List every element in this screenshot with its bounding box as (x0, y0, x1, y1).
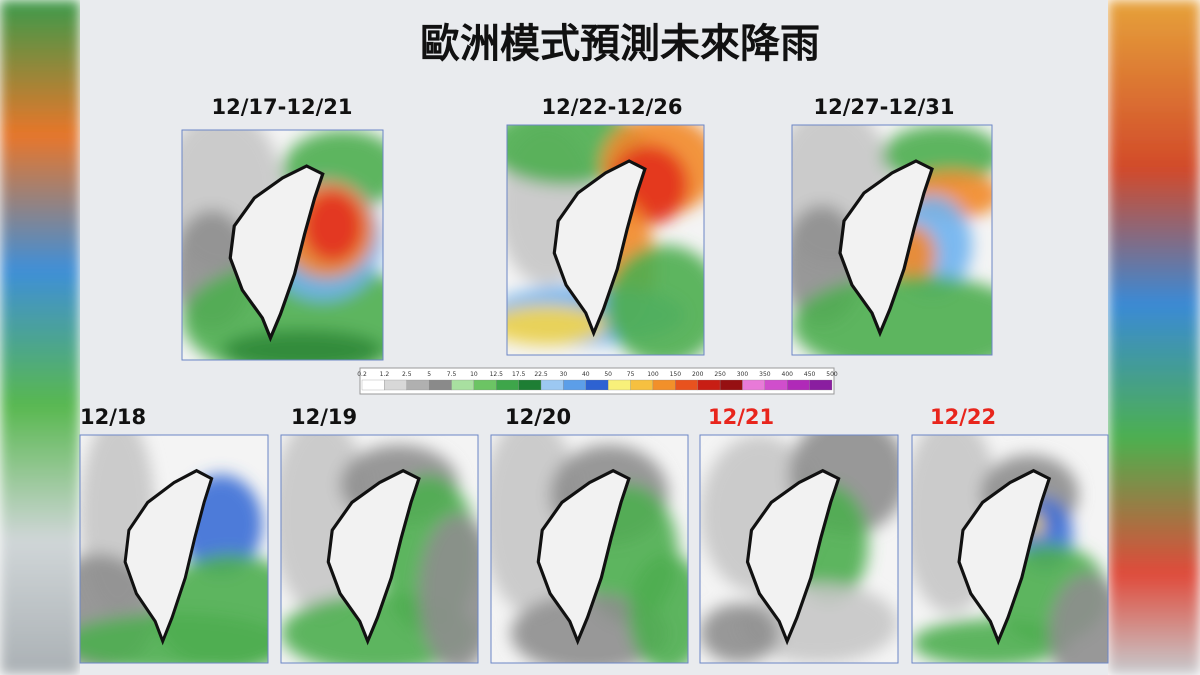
period-label: 12/22-12/26 (542, 95, 683, 119)
labels: 12/17-12/21 12/22-12/26 12/27-12/31 12/18 12… (80, 95, 996, 429)
map-frame (700, 435, 898, 663)
legend-tick: 100 (647, 371, 659, 378)
legend-swatch (451, 379, 475, 391)
map-frame (792, 125, 992, 355)
legend-swatch (809, 379, 833, 391)
legend-tick: 500 (826, 371, 838, 378)
map-frame (491, 435, 688, 663)
map-frame (182, 130, 383, 360)
legend-tick: 22.5 (534, 371, 548, 378)
rain-map (902, 415, 1127, 675)
legend-swatch (518, 379, 542, 391)
map-frame (80, 435, 268, 663)
legend-tick: 5 (427, 371, 431, 378)
legend-swatch (473, 379, 497, 391)
rain-map (772, 105, 1032, 375)
rain-blob (507, 305, 606, 345)
color-legend: 0.2 1.2 2.5 5 7.5 10 12.5 17.5 22.5 30 40 50 75 100 15… (357, 367, 838, 395)
legend-tick: 250 (714, 371, 726, 378)
rain-map (700, 415, 908, 663)
legend-swatch (652, 379, 676, 391)
legend-swatch (675, 379, 698, 391)
legend-tick: 7.5 (447, 371, 457, 378)
rain-map (481, 415, 708, 673)
legend-swatch (585, 379, 609, 391)
legend-swatch (742, 379, 766, 391)
legend-tick: 17.5 (512, 371, 526, 378)
legend-tick: 50 (604, 371, 612, 378)
day-label: 12/19 (291, 405, 357, 429)
legend-tick: 150 (670, 371, 682, 378)
legend-tick: 0.2 (357, 371, 367, 378)
rain-blob (605, 245, 705, 355)
legend-tick: 1.2 (380, 371, 390, 378)
legend-swatch (787, 379, 810, 391)
legend-swatch (361, 379, 385, 391)
rain-blob (302, 190, 363, 262)
legend-swatch (384, 379, 407, 391)
maps (42, 105, 1127, 675)
legend-swatch (406, 379, 430, 391)
day-label: 12/18 (80, 405, 146, 429)
period-label: 12/17-12/21 (212, 95, 353, 119)
map-frame (912, 435, 1108, 663)
legend-swatch (697, 379, 721, 391)
rain-blob (628, 553, 689, 663)
legend-swatch (630, 379, 654, 391)
legend-swatch (540, 379, 564, 391)
rain-blob (510, 593, 669, 663)
day-label: 12/22 (930, 405, 996, 429)
rain-blob (700, 603, 780, 663)
legend-tick: 12.5 (490, 371, 504, 378)
legend-tick: 450 (804, 371, 816, 378)
legend-tick: 2.5 (402, 371, 412, 378)
legend-tick: 350 (759, 371, 771, 378)
side-blur (1108, 0, 1200, 675)
day-label: 12/20 (505, 405, 571, 429)
legend-tick: 200 (692, 371, 704, 378)
rain-map (42, 415, 305, 673)
rain-blob (418, 514, 479, 663)
legend-swatch (719, 379, 743, 391)
legend-swatch (563, 379, 586, 391)
rain-map (487, 105, 723, 365)
map-frame (507, 125, 704, 355)
legend-swatch (428, 379, 452, 391)
legend-swatch (608, 379, 631, 391)
map-frame (281, 435, 478, 663)
legend-tick: 40 (582, 371, 590, 378)
rain-blob (792, 275, 992, 355)
rain-blob (912, 619, 1069, 663)
legend-swatch (764, 379, 788, 391)
rain-blob (222, 330, 383, 360)
side-blur (0, 0, 80, 675)
legend-tick: 300 (737, 371, 749, 378)
rain-map (162, 110, 423, 380)
legend-swatch (496, 379, 519, 391)
legend-tick: 400 (782, 371, 794, 378)
rain-map (271, 415, 498, 673)
rain-blob (80, 613, 268, 663)
rain-blob (1049, 573, 1109, 663)
title: 歐洲模式預測未來降雨 (420, 21, 820, 67)
legend-tick: 30 (560, 371, 568, 378)
legend-tick: 10 (470, 371, 478, 378)
day-label: 12/21 (708, 405, 774, 429)
period-label: 12/27-12/31 (814, 95, 955, 119)
legend-tick: 75 (627, 371, 635, 378)
